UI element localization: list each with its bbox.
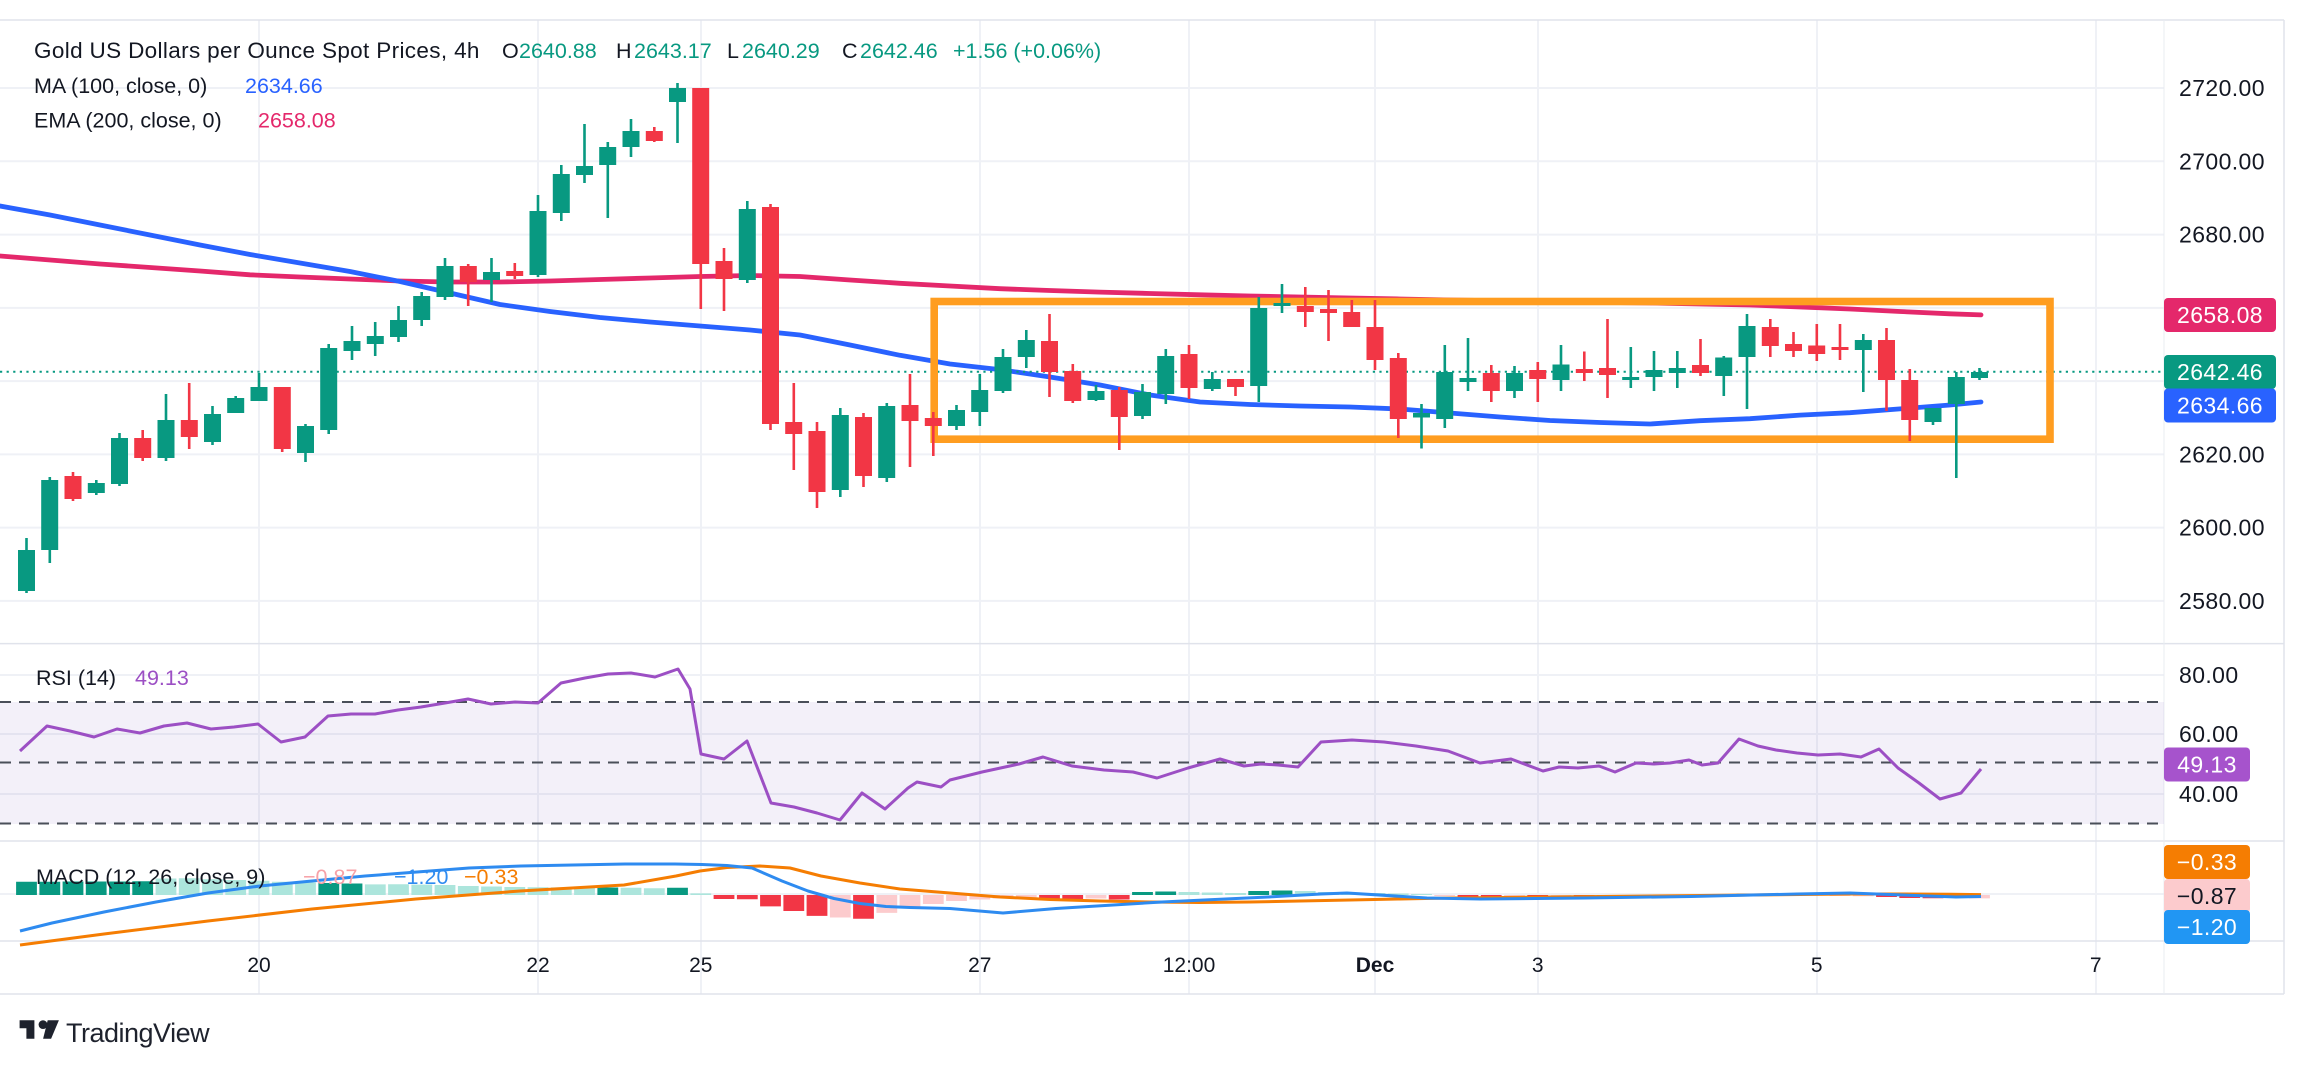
svg-text:2643.17: 2643.17 — [634, 39, 712, 63]
svg-text:22: 22 — [526, 954, 549, 977]
svg-text:2600.00: 2600.00 — [2179, 515, 2265, 541]
svg-text:−0.33: −0.33 — [464, 865, 518, 889]
svg-text:H: H — [616, 39, 632, 63]
svg-text:−0.87: −0.87 — [2177, 883, 2237, 909]
svg-text:RSI (14): RSI (14) — [36, 666, 116, 690]
svg-text:2640.29: 2640.29 — [742, 39, 820, 63]
svg-text:2580.00: 2580.00 — [2179, 588, 2265, 614]
svg-text:−1.20: −1.20 — [2177, 914, 2237, 940]
svg-text:MACD (12, 26, close, 9): MACD (12, 26, close, 9) — [36, 865, 265, 889]
svg-text:TradingView: TradingView — [66, 1018, 210, 1048]
svg-text:2658.08: 2658.08 — [2177, 302, 2263, 328]
svg-text:2634.66: 2634.66 — [2177, 393, 2263, 419]
svg-text:3: 3 — [1532, 954, 1544, 977]
svg-text:2658.08: 2658.08 — [258, 109, 336, 133]
svg-text:12:00: 12:00 — [1163, 954, 1216, 977]
svg-text:60.00: 60.00 — [2179, 721, 2239, 747]
svg-text:MA (100, close, 0): MA (100, close, 0) — [34, 74, 207, 98]
svg-text:2642.46: 2642.46 — [2177, 359, 2263, 385]
svg-text:+1.56 (+0.06%): +1.56 (+0.06%) — [953, 39, 1101, 63]
svg-text:2680.00: 2680.00 — [2179, 222, 2265, 248]
svg-text:C: C — [842, 39, 858, 63]
svg-text:5: 5 — [1811, 954, 1823, 977]
svg-text:27: 27 — [968, 954, 991, 977]
svg-text:2634.66: 2634.66 — [245, 74, 323, 98]
svg-text:−0.87: −0.87 — [303, 865, 357, 889]
svg-text:2642.46: 2642.46 — [860, 39, 938, 63]
svg-text:2720.00: 2720.00 — [2179, 75, 2265, 101]
svg-text:−1.20: −1.20 — [394, 865, 448, 889]
svg-text:−0.33: −0.33 — [2177, 849, 2237, 875]
svg-text:EMA (200, close, 0): EMA (200, close, 0) — [34, 109, 222, 133]
svg-text:2700.00: 2700.00 — [2179, 148, 2265, 174]
svg-text:Gold US Dollars per Ounce Spot: Gold US Dollars per Ounce Spot Prices, 4… — [34, 38, 480, 63]
svg-text:49.13: 49.13 — [135, 666, 189, 690]
svg-text:40.00: 40.00 — [2179, 781, 2239, 807]
svg-text:80.00: 80.00 — [2179, 662, 2239, 688]
svg-text:20: 20 — [247, 954, 270, 977]
svg-text:25: 25 — [689, 954, 712, 977]
svg-text:L: L — [727, 39, 739, 63]
svg-text:7: 7 — [2090, 954, 2102, 977]
svg-text:O: O — [502, 39, 519, 63]
svg-text:2620.00: 2620.00 — [2179, 441, 2265, 467]
svg-text:2640.88: 2640.88 — [519, 39, 597, 63]
svg-text:49.13: 49.13 — [2177, 752, 2237, 778]
svg-text:Dec: Dec — [1356, 954, 1395, 977]
